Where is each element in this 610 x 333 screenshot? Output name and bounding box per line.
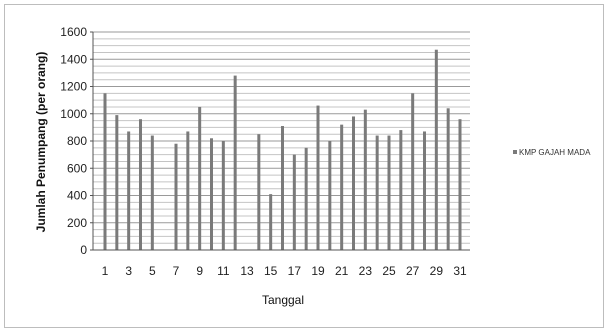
legend: KMP GAJAH MADA xyxy=(513,148,591,157)
x-tick-label: 13 xyxy=(240,264,254,278)
bar-day-12 xyxy=(233,75,237,250)
bar-day-4 xyxy=(139,119,142,250)
bar-day-7 xyxy=(174,143,178,250)
bar-day-15 xyxy=(269,194,273,250)
x-tick-label: 3 xyxy=(125,264,132,278)
x-tick-label: 7 xyxy=(173,264,180,278)
x-tick-labels: 1 3 5 7 9 11 13 15 17 19 21 23 25 27 29 31 xyxy=(102,264,467,278)
bar-day-11 xyxy=(221,141,225,250)
bar-day-18 xyxy=(304,147,308,250)
bar-day-27 xyxy=(411,93,415,250)
y-tick-labels: 0 200 400 600 800 1000 1200 1400 1600 xyxy=(60,25,93,257)
bar-day-30 xyxy=(446,108,450,250)
legend-swatch xyxy=(513,150,517,154)
bar-day-26 xyxy=(399,130,403,250)
bar-day-25 xyxy=(387,135,391,250)
y-tick-label: 600 xyxy=(67,161,87,175)
bar-day-23 xyxy=(363,109,367,250)
y-tick-label: 1000 xyxy=(60,107,87,121)
x-tick-label: 1 xyxy=(102,264,109,278)
x-tick-label: 23 xyxy=(359,264,373,278)
x-tick-label: 5 xyxy=(149,264,156,278)
x-tick-label: 29 xyxy=(430,264,444,278)
y-tick-label: 200 xyxy=(67,216,87,230)
bar-day-14 xyxy=(257,134,261,250)
bar-day-1 xyxy=(103,93,107,250)
bar-day-21 xyxy=(340,124,344,250)
x-tick-label: 9 xyxy=(196,264,203,278)
y-tick-label: 800 xyxy=(67,134,87,148)
x-tick-label: 15 xyxy=(264,264,278,278)
bar-day-9 xyxy=(198,106,202,250)
y-tick-label: 400 xyxy=(67,189,87,203)
bar-day-5 xyxy=(150,135,154,250)
y-tick-label: 1200 xyxy=(60,80,87,94)
bar-day-16 xyxy=(281,126,284,250)
bar-day-22 xyxy=(352,116,355,250)
bar-day-28 xyxy=(423,131,426,250)
bar-day-19 xyxy=(316,105,320,250)
x-tick-label: 31 xyxy=(453,264,467,278)
x-axis-title: Tanggal xyxy=(262,293,304,307)
legend-label: KMP GAJAH MADA xyxy=(519,148,591,157)
bars xyxy=(103,49,462,251)
bar-day-2 xyxy=(115,115,119,250)
bar-day-29 xyxy=(434,49,438,251)
bar-day-8 xyxy=(186,131,190,250)
x-tick-label: 17 xyxy=(288,264,302,278)
bar-day-31 xyxy=(458,119,462,250)
y-tick-label: 1400 xyxy=(60,52,87,66)
x-tick-label: 21 xyxy=(335,264,349,278)
bar-day-20 xyxy=(328,141,332,250)
bar-day-10 xyxy=(210,138,213,250)
x-tick-label: 11 xyxy=(217,264,230,278)
x-tick-label: 19 xyxy=(311,264,325,278)
y-axis-title: Jumlah Penumpang (per orang) xyxy=(34,52,48,233)
bar-day-3 xyxy=(127,131,131,250)
bar-day-17 xyxy=(292,154,296,251)
bar-day-24 xyxy=(375,135,379,250)
x-tick-label: 27 xyxy=(406,264,420,278)
x-tick-label: 25 xyxy=(382,264,396,278)
y-tick-label: 1600 xyxy=(60,25,87,39)
y-tick-label: 0 xyxy=(80,243,87,257)
